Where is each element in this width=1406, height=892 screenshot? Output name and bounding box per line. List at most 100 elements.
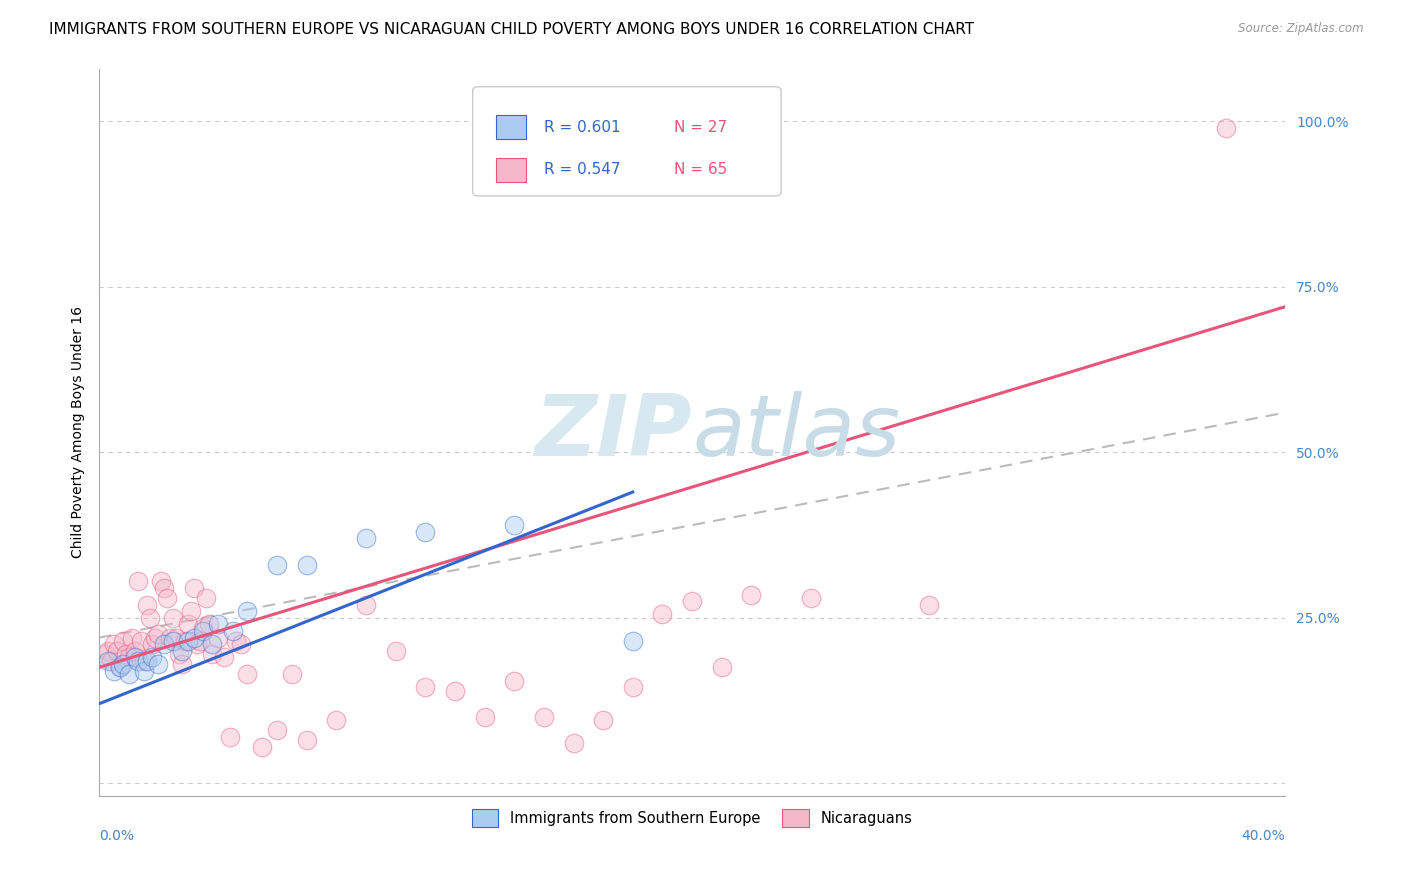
Point bbox=[132, 654, 155, 668]
Point bbox=[201, 647, 224, 661]
Point bbox=[114, 647, 136, 661]
Point bbox=[183, 631, 205, 645]
Point bbox=[97, 644, 120, 658]
Point bbox=[111, 634, 134, 648]
Point bbox=[218, 730, 240, 744]
Text: 40.0%: 40.0% bbox=[1241, 830, 1285, 843]
Legend: Immigrants from Southern Europe, Nicaraguans: Immigrants from Southern Europe, Nicarag… bbox=[467, 804, 918, 833]
Text: R = 0.547: R = 0.547 bbox=[544, 162, 620, 178]
Text: atlas: atlas bbox=[692, 391, 900, 474]
Point bbox=[503, 518, 526, 533]
Point bbox=[503, 673, 526, 688]
Point bbox=[145, 631, 167, 645]
Point bbox=[108, 660, 131, 674]
Point bbox=[800, 591, 823, 605]
Point bbox=[105, 644, 128, 658]
Text: ZIP: ZIP bbox=[534, 391, 692, 474]
Text: 0.0%: 0.0% bbox=[100, 830, 134, 843]
Point bbox=[444, 683, 467, 698]
Text: R = 0.601: R = 0.601 bbox=[544, 120, 620, 135]
Point bbox=[212, 650, 235, 665]
Point bbox=[94, 647, 117, 661]
Point bbox=[100, 654, 122, 668]
Point bbox=[103, 637, 125, 651]
Text: N = 27: N = 27 bbox=[675, 120, 727, 135]
Point bbox=[167, 647, 190, 661]
Point bbox=[474, 710, 496, 724]
Point bbox=[384, 644, 406, 658]
Point bbox=[135, 654, 157, 668]
FancyBboxPatch shape bbox=[496, 158, 526, 182]
Point bbox=[295, 733, 318, 747]
Point bbox=[118, 667, 141, 681]
Point bbox=[231, 637, 253, 651]
Point bbox=[124, 650, 146, 665]
Point bbox=[621, 680, 644, 694]
Point bbox=[174, 634, 197, 648]
Point bbox=[562, 736, 585, 750]
Point bbox=[186, 637, 208, 651]
Point bbox=[621, 634, 644, 648]
Point bbox=[201, 637, 224, 651]
Point bbox=[198, 617, 221, 632]
Point bbox=[153, 581, 176, 595]
Point bbox=[162, 611, 184, 625]
Point bbox=[354, 532, 377, 546]
Point bbox=[159, 631, 181, 645]
Point bbox=[236, 604, 259, 618]
Point bbox=[97, 654, 120, 668]
Text: N = 65: N = 65 bbox=[675, 162, 727, 178]
Point bbox=[135, 598, 157, 612]
Point bbox=[191, 624, 214, 638]
Point bbox=[413, 524, 436, 539]
Point bbox=[180, 604, 202, 618]
Point bbox=[141, 650, 163, 665]
Point bbox=[236, 667, 259, 681]
Point bbox=[165, 631, 187, 645]
FancyBboxPatch shape bbox=[496, 115, 526, 139]
FancyBboxPatch shape bbox=[472, 87, 782, 196]
Point bbox=[250, 739, 273, 754]
Point bbox=[1215, 121, 1237, 136]
Point bbox=[129, 634, 152, 648]
Point bbox=[148, 627, 170, 641]
Point bbox=[221, 624, 243, 638]
Point bbox=[127, 574, 149, 589]
Point bbox=[177, 634, 200, 648]
Point bbox=[225, 634, 247, 648]
Point bbox=[710, 660, 733, 674]
Point bbox=[121, 631, 143, 645]
Text: IMMIGRANTS FROM SOUTHERN EUROPE VS NICARAGUAN CHILD POVERTY AMONG BOYS UNDER 16 : IMMIGRANTS FROM SOUTHERN EUROPE VS NICAR… bbox=[49, 22, 974, 37]
Point bbox=[118, 650, 141, 665]
Point bbox=[207, 631, 229, 645]
Point bbox=[295, 558, 318, 572]
Point bbox=[266, 558, 288, 572]
Point bbox=[156, 591, 179, 605]
Point bbox=[681, 594, 703, 608]
Point bbox=[111, 657, 134, 671]
Point bbox=[740, 588, 762, 602]
Point bbox=[266, 723, 288, 738]
Point bbox=[172, 644, 194, 658]
Point bbox=[413, 680, 436, 694]
Point bbox=[533, 710, 555, 724]
Y-axis label: Child Poverty Among Boys Under 16: Child Poverty Among Boys Under 16 bbox=[72, 307, 86, 558]
Point bbox=[108, 660, 131, 674]
Point bbox=[651, 607, 673, 622]
Point bbox=[124, 644, 146, 658]
Point bbox=[172, 657, 194, 671]
Point bbox=[918, 598, 941, 612]
Point bbox=[162, 634, 184, 648]
Point bbox=[592, 714, 614, 728]
Point bbox=[127, 654, 149, 668]
Point bbox=[103, 664, 125, 678]
Point bbox=[177, 617, 200, 632]
Point bbox=[325, 714, 347, 728]
Point bbox=[191, 621, 214, 635]
Point bbox=[194, 591, 217, 605]
Point bbox=[207, 617, 229, 632]
Point bbox=[153, 637, 176, 651]
Point bbox=[150, 574, 173, 589]
Point bbox=[354, 598, 377, 612]
Point bbox=[141, 637, 163, 651]
